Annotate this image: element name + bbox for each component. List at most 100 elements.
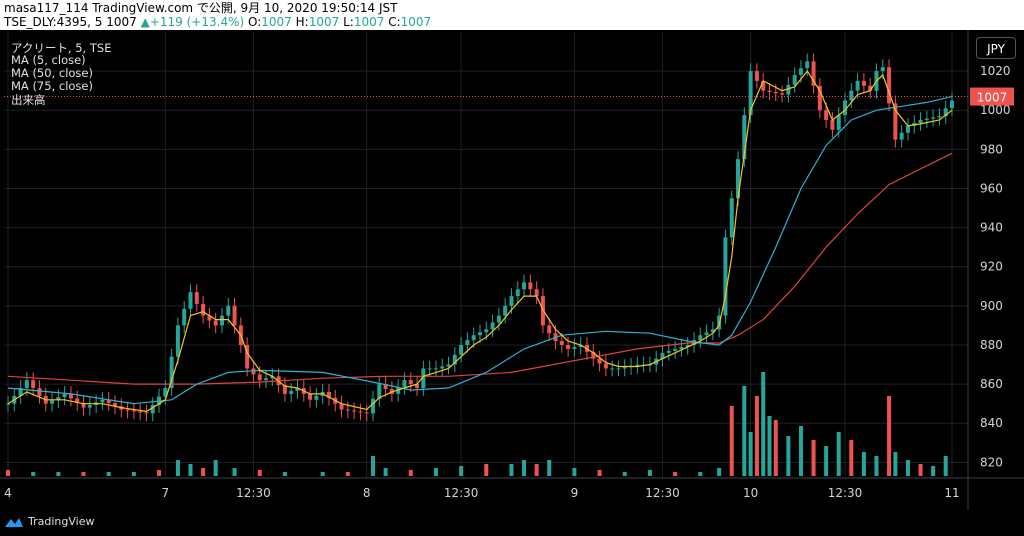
ma50-line bbox=[7, 96, 953, 405]
candle-body bbox=[6, 403, 10, 405]
candle-body bbox=[87, 404, 92, 408]
currency-button[interactable]: JPY bbox=[976, 37, 1016, 59]
footer-brand: TradingView bbox=[4, 515, 94, 528]
volume-bar bbox=[887, 396, 892, 476]
candle-body bbox=[798, 68, 803, 76]
x-tick-label: 12:30 bbox=[645, 486, 680, 500]
y-tick-label: 900 bbox=[980, 299, 1003, 313]
volume-bar bbox=[131, 472, 136, 476]
candle-body bbox=[270, 376, 275, 379]
volume-bar bbox=[748, 432, 753, 476]
volume-bar bbox=[534, 464, 539, 476]
candle-body bbox=[364, 412, 369, 414]
candle-body bbox=[754, 71, 759, 81]
candle-body bbox=[106, 399, 111, 404]
last-price-label: 1007 bbox=[977, 91, 1008, 105]
candle-body bbox=[408, 380, 413, 385]
candle-body bbox=[924, 118, 929, 121]
candle-body bbox=[943, 108, 948, 117]
x-tick-label: 4 bbox=[4, 486, 12, 500]
candle-body bbox=[68, 393, 73, 399]
candle-body bbox=[666, 350, 671, 353]
y-tick-label: 920 bbox=[980, 260, 1003, 274]
volume-bar bbox=[698, 472, 703, 476]
candle-body bbox=[452, 354, 457, 365]
candle-body bbox=[509, 296, 514, 306]
volume-bar bbox=[383, 468, 388, 476]
candle-body bbox=[62, 393, 67, 398]
change-value: ▲+119 (+13.4%) bbox=[140, 15, 245, 29]
candle-body bbox=[484, 329, 489, 333]
y-tick-label: 940 bbox=[980, 221, 1003, 235]
candle-body bbox=[660, 352, 665, 359]
volume-legend[interactable]: 出来高 bbox=[11, 93, 46, 107]
ohlc-line: TSE_DLY:4395, 5 1007 ▲+119 (+13.4%) O: 10… bbox=[4, 15, 431, 29]
volume-bar bbox=[509, 464, 514, 476]
x-tick-label: 9 bbox=[571, 486, 579, 500]
ma75-line bbox=[7, 152, 953, 385]
candle-body bbox=[528, 282, 533, 290]
open-label: O: bbox=[248, 15, 262, 29]
candle-body bbox=[603, 363, 608, 369]
candle-body bbox=[245, 344, 250, 369]
candle-body bbox=[899, 132, 904, 140]
candle-body bbox=[559, 341, 564, 345]
volume-bar bbox=[345, 472, 350, 476]
volume-bar bbox=[943, 456, 948, 476]
x-tick-label: 12:30 bbox=[236, 486, 271, 500]
volume-bar bbox=[175, 460, 180, 476]
candle-body bbox=[635, 364, 640, 366]
volume-bar bbox=[836, 432, 841, 476]
candle-body bbox=[56, 397, 61, 401]
candle-body bbox=[673, 348, 678, 351]
candle-body bbox=[931, 117, 936, 119]
candle-body bbox=[792, 75, 797, 85]
candle-body bbox=[295, 388, 300, 391]
candle-body bbox=[194, 292, 199, 304]
candle-body bbox=[515, 289, 520, 297]
candle-body bbox=[81, 403, 86, 408]
ma50-legend[interactable]: MA (50, close) bbox=[11, 66, 93, 80]
ma5-line bbox=[7, 70, 953, 413]
volume-bar bbox=[931, 466, 936, 476]
ticker-label: TSE_DLY:4395, 5 1007 bbox=[4, 15, 137, 29]
volume-bar bbox=[6, 470, 10, 476]
candle-body bbox=[150, 404, 155, 414]
candle-body bbox=[767, 90, 772, 92]
candle-body bbox=[75, 398, 80, 404]
candle-body bbox=[24, 380, 29, 389]
candle-body bbox=[175, 325, 180, 357]
candle-body bbox=[232, 305, 237, 326]
volume-bar bbox=[849, 440, 854, 476]
candle-body bbox=[37, 388, 42, 396]
last-price-badge bbox=[970, 87, 1014, 106]
candle-body bbox=[761, 80, 766, 91]
volume-bar bbox=[761, 372, 766, 476]
candle-body bbox=[440, 366, 445, 369]
candle-body bbox=[207, 315, 212, 321]
high-label: H: bbox=[295, 15, 309, 29]
volume-bar bbox=[754, 396, 759, 476]
high-value: 1007 bbox=[308, 15, 340, 29]
ma5-legend[interactable]: MA (5, close) bbox=[11, 53, 86, 67]
candle-body bbox=[843, 100, 848, 116]
y-tick-label: 820 bbox=[980, 455, 1003, 469]
y-tick-label: 1020 bbox=[980, 64, 1011, 78]
candle-body bbox=[736, 159, 741, 199]
symbol-title[interactable]: アクリート, 5, TSE bbox=[11, 41, 112, 55]
volume-bar bbox=[647, 470, 652, 476]
chart-header: masa117_114 TradingView.com で公開, 9月 10, … bbox=[0, 0, 1024, 30]
candle-body bbox=[219, 315, 224, 326]
volume-bar bbox=[729, 406, 734, 476]
candle-body bbox=[31, 380, 36, 389]
candle-body bbox=[836, 115, 841, 130]
volume-bar bbox=[597, 470, 602, 476]
candle-body bbox=[257, 374, 262, 381]
ma75-legend[interactable]: MA (75, close) bbox=[11, 79, 93, 93]
candle-body bbox=[622, 367, 627, 369]
volume-bar bbox=[811, 440, 816, 476]
volume-bar bbox=[484, 464, 489, 476]
brand-label: TradingView bbox=[28, 515, 95, 528]
volume-bar bbox=[673, 472, 678, 476]
